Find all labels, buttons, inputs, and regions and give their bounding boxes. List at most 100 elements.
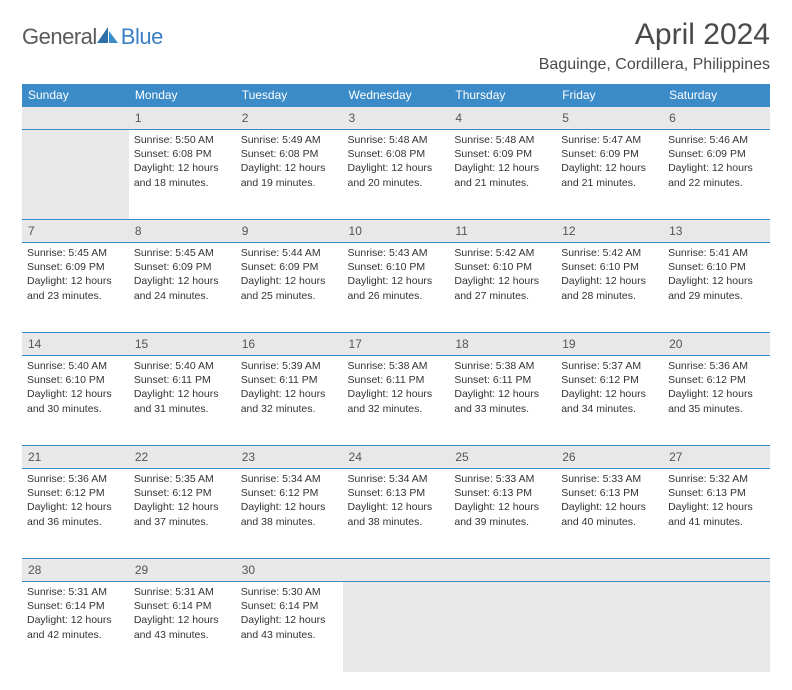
sunset-text: Sunset: 6:13 PM bbox=[454, 486, 551, 500]
daynum-cell: 30 bbox=[236, 559, 343, 582]
daynum-cell: 6 bbox=[663, 107, 770, 130]
day-cell-content: Sunrise: 5:41 AMSunset: 6:10 PMDaylight:… bbox=[668, 246, 765, 303]
day-cell: Sunrise: 5:40 AMSunset: 6:10 PMDaylight:… bbox=[22, 356, 129, 446]
day-cell bbox=[343, 582, 450, 672]
day-cell bbox=[556, 582, 663, 672]
sunset-text: Sunset: 6:12 PM bbox=[134, 486, 231, 500]
location-subtitle: Baguinge, Cordillera, Philippines bbox=[539, 56, 770, 74]
daylight-text: Daylight: 12 hours and 43 minutes. bbox=[241, 613, 338, 641]
daynum-cell: 10 bbox=[343, 220, 450, 243]
daynum-cell: 21 bbox=[22, 446, 129, 469]
weekday-header: Tuesday bbox=[236, 84, 343, 107]
sunrise-text: Sunrise: 5:44 AM bbox=[241, 246, 338, 260]
sunset-text: Sunset: 6:13 PM bbox=[561, 486, 658, 500]
sunset-text: Sunset: 6:10 PM bbox=[27, 373, 124, 387]
sunset-text: Sunset: 6:12 PM bbox=[241, 486, 338, 500]
day-cell-content: Sunrise: 5:35 AMSunset: 6:12 PMDaylight:… bbox=[134, 472, 231, 529]
daynum-cell: 20 bbox=[663, 333, 770, 356]
weekday-header: Sunday bbox=[22, 84, 129, 107]
daylight-text: Daylight: 12 hours and 22 minutes. bbox=[668, 161, 765, 189]
sunset-text: Sunset: 6:10 PM bbox=[348, 260, 445, 274]
day-cell: Sunrise: 5:32 AMSunset: 6:13 PMDaylight:… bbox=[663, 469, 770, 559]
day-cell-content: Sunrise: 5:40 AMSunset: 6:10 PMDaylight:… bbox=[27, 359, 124, 416]
daynum-cell: 17 bbox=[343, 333, 450, 356]
sunrise-text: Sunrise: 5:50 AM bbox=[134, 133, 231, 147]
day-cell-content: Sunrise: 5:37 AMSunset: 6:12 PMDaylight:… bbox=[561, 359, 658, 416]
day-cell: Sunrise: 5:31 AMSunset: 6:14 PMDaylight:… bbox=[22, 582, 129, 672]
weekday-header: Monday bbox=[129, 84, 236, 107]
sunset-text: Sunset: 6:12 PM bbox=[668, 373, 765, 387]
day-cell: Sunrise: 5:38 AMSunset: 6:11 PMDaylight:… bbox=[343, 356, 450, 446]
sunrise-text: Sunrise: 5:46 AM bbox=[668, 133, 765, 147]
sunset-text: Sunset: 6:10 PM bbox=[454, 260, 551, 274]
day-cell: Sunrise: 5:34 AMSunset: 6:13 PMDaylight:… bbox=[343, 469, 450, 559]
daynum-cell bbox=[449, 559, 556, 582]
day-cell-content: Sunrise: 5:42 AMSunset: 6:10 PMDaylight:… bbox=[454, 246, 551, 303]
daynum-cell: 29 bbox=[129, 559, 236, 582]
day-number: 8 bbox=[135, 224, 142, 238]
day-cell: Sunrise: 5:45 AMSunset: 6:09 PMDaylight:… bbox=[22, 243, 129, 333]
daylight-text: Daylight: 12 hours and 30 minutes. bbox=[27, 387, 124, 415]
day-number: 11 bbox=[455, 224, 467, 238]
day-cell: Sunrise: 5:33 AMSunset: 6:13 PMDaylight:… bbox=[449, 469, 556, 559]
daylight-text: Daylight: 12 hours and 24 minutes. bbox=[134, 274, 231, 302]
day-number: 9 bbox=[242, 224, 249, 238]
day-cell: Sunrise: 5:39 AMSunset: 6:11 PMDaylight:… bbox=[236, 356, 343, 446]
day-number: 20 bbox=[669, 337, 682, 351]
sunrise-text: Sunrise: 5:35 AM bbox=[134, 472, 231, 486]
day-cell-content: Sunrise: 5:45 AMSunset: 6:09 PMDaylight:… bbox=[27, 246, 124, 303]
daynum-cell: 1 bbox=[129, 107, 236, 130]
daynum-cell: 5 bbox=[556, 107, 663, 130]
daylight-text: Daylight: 12 hours and 21 minutes. bbox=[454, 161, 551, 189]
daynum-cell: 19 bbox=[556, 333, 663, 356]
day-cell-content: Sunrise: 5:40 AMSunset: 6:11 PMDaylight:… bbox=[134, 359, 231, 416]
sunrise-text: Sunrise: 5:39 AM bbox=[241, 359, 338, 373]
day-number: 17 bbox=[349, 337, 362, 351]
brand-logo: General Blue bbox=[22, 18, 163, 50]
daynum-cell: 24 bbox=[343, 446, 450, 469]
daylight-text: Daylight: 12 hours and 42 minutes. bbox=[27, 613, 124, 641]
day-cell: Sunrise: 5:35 AMSunset: 6:12 PMDaylight:… bbox=[129, 469, 236, 559]
day-number: 21 bbox=[28, 450, 41, 464]
sunset-text: Sunset: 6:09 PM bbox=[27, 260, 124, 274]
day-number: 23 bbox=[242, 450, 255, 464]
sunset-text: Sunset: 6:09 PM bbox=[561, 147, 658, 161]
day-cell: Sunrise: 5:45 AMSunset: 6:09 PMDaylight:… bbox=[129, 243, 236, 333]
day-cell: Sunrise: 5:30 AMSunset: 6:14 PMDaylight:… bbox=[236, 582, 343, 672]
sunrise-text: Sunrise: 5:32 AM bbox=[668, 472, 765, 486]
sunset-text: Sunset: 6:14 PM bbox=[27, 599, 124, 613]
day-cell-content: Sunrise: 5:38 AMSunset: 6:11 PMDaylight:… bbox=[454, 359, 551, 416]
daylight-text: Daylight: 12 hours and 21 minutes. bbox=[561, 161, 658, 189]
sunset-text: Sunset: 6:11 PM bbox=[134, 373, 231, 387]
day-cell-content: Sunrise: 5:32 AMSunset: 6:13 PMDaylight:… bbox=[668, 472, 765, 529]
day-number: 5 bbox=[562, 111, 569, 125]
logo-text-general: General bbox=[22, 24, 97, 50]
day-cell: Sunrise: 5:36 AMSunset: 6:12 PMDaylight:… bbox=[663, 356, 770, 446]
page-header: General Blue April 2024 Baguinge, Cordil… bbox=[22, 18, 770, 74]
sunrise-text: Sunrise: 5:42 AM bbox=[561, 246, 658, 260]
daynum-cell: 14 bbox=[22, 333, 129, 356]
daylight-text: Daylight: 12 hours and 23 minutes. bbox=[27, 274, 124, 302]
daynum-cell: 4 bbox=[449, 107, 556, 130]
title-block: April 2024 Baguinge, Cordillera, Philipp… bbox=[539, 18, 770, 74]
daylight-text: Daylight: 12 hours and 34 minutes. bbox=[561, 387, 658, 415]
daynum-row: 282930 bbox=[22, 559, 770, 582]
day-number: 19 bbox=[562, 337, 575, 351]
day-cell: Sunrise: 5:33 AMSunset: 6:13 PMDaylight:… bbox=[556, 469, 663, 559]
day-cell: Sunrise: 5:48 AMSunset: 6:09 PMDaylight:… bbox=[449, 130, 556, 220]
day-number: 1 bbox=[135, 111, 142, 125]
daynum-cell: 25 bbox=[449, 446, 556, 469]
day-cell-content: Sunrise: 5:44 AMSunset: 6:09 PMDaylight:… bbox=[241, 246, 338, 303]
daynum-cell: 3 bbox=[343, 107, 450, 130]
day-cell-content: Sunrise: 5:46 AMSunset: 6:09 PMDaylight:… bbox=[668, 133, 765, 190]
day-cell: Sunrise: 5:42 AMSunset: 6:10 PMDaylight:… bbox=[449, 243, 556, 333]
day-cell-content: Sunrise: 5:34 AMSunset: 6:12 PMDaylight:… bbox=[241, 472, 338, 529]
daynum-cell bbox=[556, 559, 663, 582]
daynum-cell: 16 bbox=[236, 333, 343, 356]
sunset-text: Sunset: 6:11 PM bbox=[348, 373, 445, 387]
logo-text-blue: Blue bbox=[121, 24, 163, 50]
week-row: Sunrise: 5:45 AMSunset: 6:09 PMDaylight:… bbox=[22, 243, 770, 333]
day-number: 10 bbox=[349, 224, 362, 238]
day-cell: Sunrise: 5:34 AMSunset: 6:12 PMDaylight:… bbox=[236, 469, 343, 559]
daynum-cell: 18 bbox=[449, 333, 556, 356]
